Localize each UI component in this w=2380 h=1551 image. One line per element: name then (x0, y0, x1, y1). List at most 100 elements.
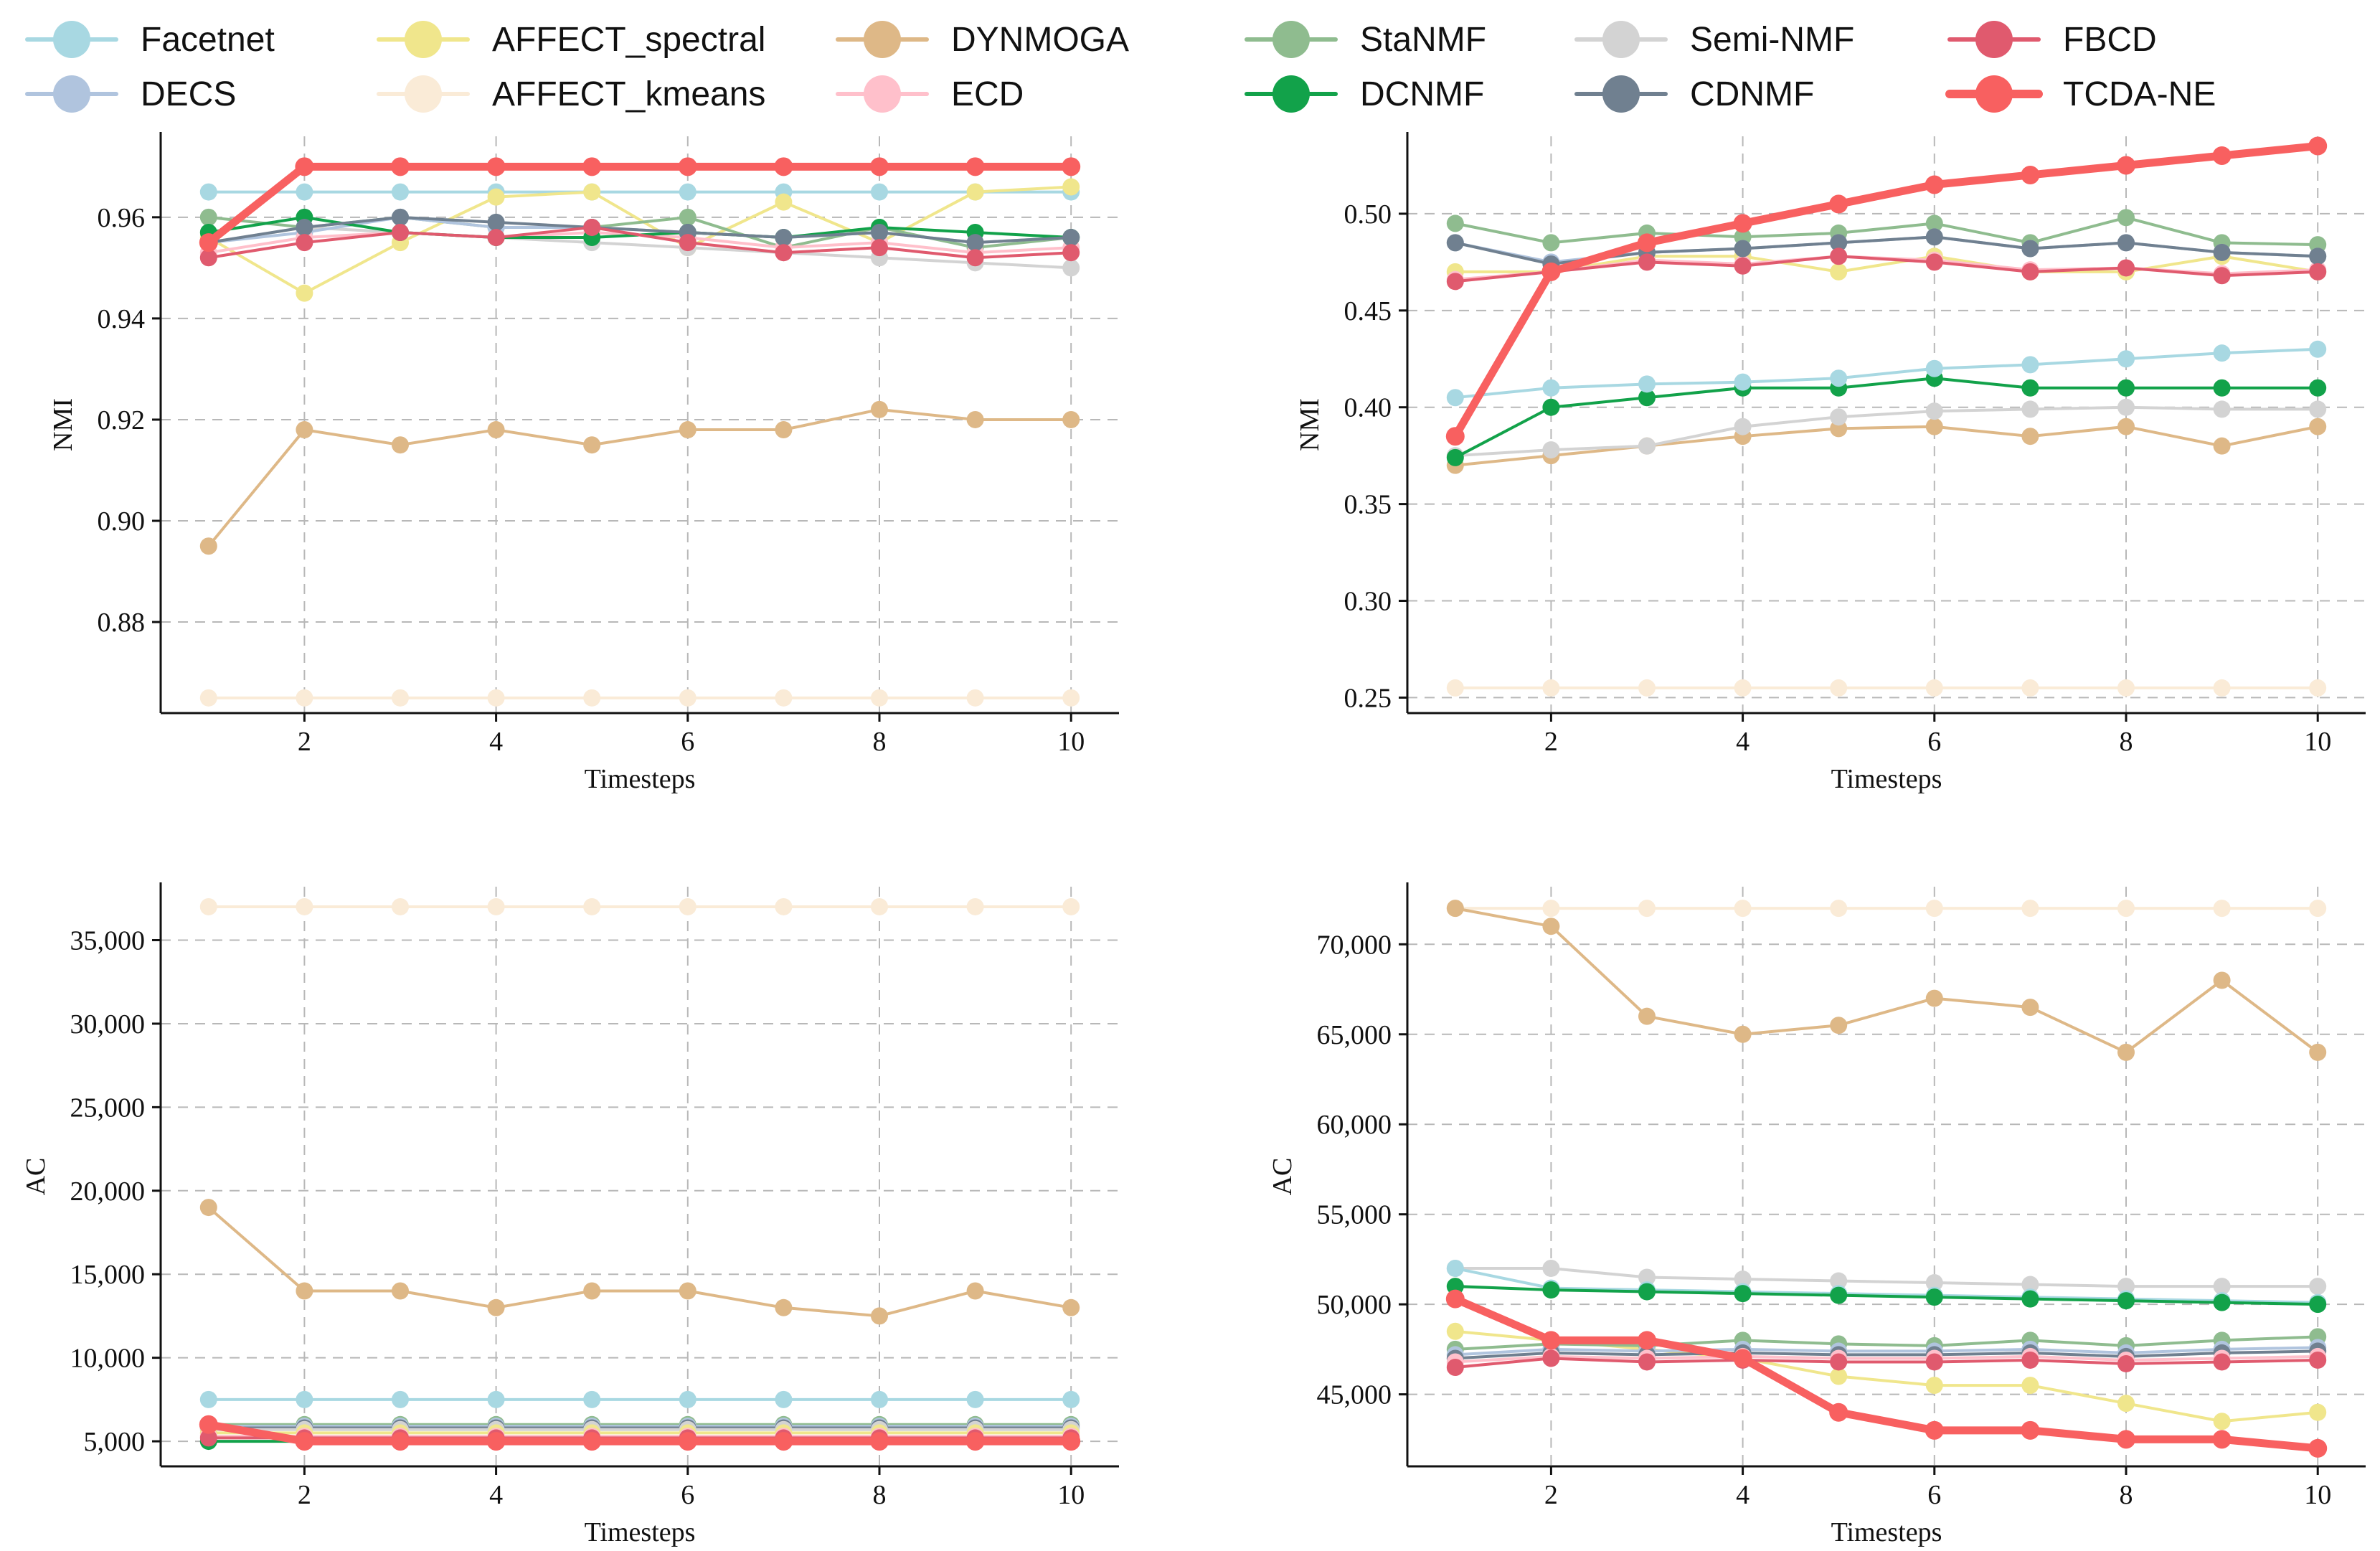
data-point (392, 183, 409, 201)
data-point (1446, 1322, 1464, 1340)
data-point (296, 1282, 313, 1300)
data-point (1734, 900, 1752, 918)
data-point (965, 157, 985, 176)
data-point (296, 1390, 313, 1408)
y-tick-label: 15,000 (70, 1260, 146, 1290)
x-tick-label: 6 (1927, 727, 1941, 757)
data-point (2117, 900, 2135, 918)
series-line (208, 225, 1072, 260)
data-point (775, 689, 793, 707)
data-point (1542, 1281, 1560, 1299)
data-point (1062, 244, 1080, 262)
series-line (1455, 907, 2319, 1054)
data-point (2309, 1278, 2327, 1296)
x-tick-label: 8 (873, 727, 887, 757)
y-axis-label: AC (21, 1158, 51, 1196)
data-point (1734, 679, 1752, 697)
data-point (679, 689, 696, 707)
data-point (199, 897, 217, 915)
data-point (1542, 679, 1560, 697)
data-point (296, 689, 313, 707)
y-tick-label: 0.35 (1344, 490, 1392, 520)
chart-panel: 2 4 6 8 10 0.25 0.30 0.35 0.40 0.45 0.50 Timesteps N… (1295, 132, 2366, 794)
y-tick-label: 0.96 (98, 203, 146, 233)
y-tick-label: 45,000 (1317, 1380, 1392, 1410)
data-point (1830, 1017, 1848, 1034)
data-point (1446, 448, 1464, 466)
data-point (1542, 1259, 1560, 1277)
data-point (199, 1415, 218, 1434)
data-point (1541, 1331, 1561, 1350)
data-point (2309, 1043, 2327, 1061)
y-axis-label: AC (1267, 1158, 1298, 1196)
data-point (2117, 1395, 2135, 1413)
data-point (679, 234, 696, 252)
data-point (199, 537, 217, 555)
data-point (583, 1282, 601, 1300)
data-point (2117, 1430, 2135, 1449)
data-point (392, 224, 409, 241)
legend: Facetnet AFFECT_spectral DYNMOGA StaNMF … (22, 14, 2360, 122)
data-point (1446, 1278, 1464, 1296)
series-line (1455, 347, 2318, 400)
data-point (582, 1432, 602, 1451)
data-point (392, 1390, 409, 1408)
data-point (1925, 1288, 1943, 1306)
data-point (2213, 1278, 2231, 1296)
legend-dot (864, 21, 901, 58)
x-tick-label: 6 (1927, 1480, 1941, 1510)
data-point (2213, 344, 2231, 362)
y-tick-label: 0.90 (98, 506, 146, 537)
data-point (775, 1390, 793, 1408)
series-line (1455, 425, 2318, 467)
legend-marker-icon (836, 75, 929, 113)
data-point (2117, 259, 2135, 277)
series-affect-kmeans (1446, 679, 2327, 697)
data-point (296, 234, 313, 252)
data-point (1062, 229, 1080, 247)
legend-item-decs: DECS (22, 69, 236, 119)
x-axis-label: Timesteps (1831, 764, 1942, 794)
data-point (1830, 369, 1848, 387)
y-tick-label: 0.50 (1344, 199, 1392, 230)
legend-label: AFFECT_spectral (492, 20, 766, 59)
legend-label: AFFECT_kmeans (492, 75, 766, 113)
data-point (966, 689, 984, 707)
data-point (966, 1390, 984, 1408)
data-point (2309, 418, 2327, 435)
data-point (775, 193, 793, 211)
data-point (2021, 1276, 2039, 1293)
series-dynmoga (1446, 418, 2327, 474)
series-line (1455, 1346, 2318, 1357)
data-point (1830, 248, 1848, 265)
legend-item-affect-spectral: AFFECT_spectral (373, 14, 765, 65)
data-point (296, 421, 313, 439)
data-point (1638, 233, 1656, 253)
data-point (1925, 900, 1943, 918)
x-axis-label: Timesteps (585, 1517, 696, 1547)
legend-item-tcda-ne: TCDA-NE (1944, 69, 2216, 119)
data-point (966, 183, 984, 201)
data-point (199, 1199, 217, 1217)
legend-label: CDNMF (1690, 75, 1815, 113)
y-tick-label: 65,000 (1317, 1020, 1392, 1050)
data-point (2213, 679, 2231, 697)
data-point (199, 208, 217, 226)
x-tick-label: 2 (298, 727, 311, 757)
data-point (2309, 1296, 2327, 1314)
data-point (295, 1432, 314, 1451)
data-point (2117, 350, 2135, 368)
data-point (1925, 1420, 1944, 1440)
y-tick-label: 30,000 (70, 1009, 146, 1040)
data-point (2309, 900, 2327, 918)
data-point (2309, 263, 2327, 280)
legend-item-ecd: ECD (832, 69, 1024, 119)
series-facetnet (199, 183, 1080, 201)
data-point (871, 239, 888, 257)
data-point (2117, 156, 2135, 175)
data-point (679, 208, 696, 226)
series-semi-nmf (1446, 1259, 2327, 1296)
data-point (2021, 900, 2039, 918)
legend-dot (1975, 75, 2013, 113)
